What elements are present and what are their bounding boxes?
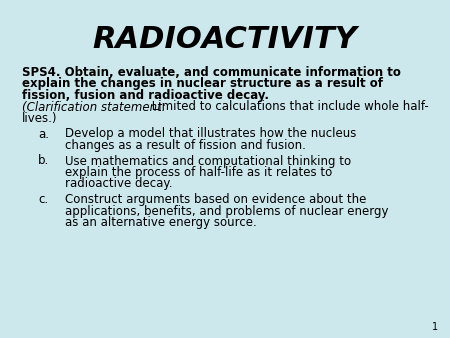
Text: RADIOACTIVITY: RADIOACTIVITY <box>93 25 357 54</box>
Text: explain the process of half-life as it relates to: explain the process of half-life as it r… <box>65 166 332 179</box>
Text: as an alternative energy source.: as an alternative energy source. <box>65 216 257 229</box>
Text: applications, benefits, and problems of nuclear energy: applications, benefits, and problems of … <box>65 204 388 217</box>
Text: fission, fusion and radioactive decay.: fission, fusion and radioactive decay. <box>22 89 269 102</box>
Text: (Clarification statement:: (Clarification statement: <box>22 100 166 114</box>
Text: changes as a result of fission and fusion.: changes as a result of fission and fusio… <box>65 139 306 152</box>
Text: Use mathematics and computational thinking to: Use mathematics and computational thinki… <box>65 154 351 168</box>
Text: b.: b. <box>38 154 49 168</box>
Text: lives.): lives.) <box>22 112 58 125</box>
Text: SPS4. Obtain, evaluate, and communicate information to: SPS4. Obtain, evaluate, and communicate … <box>22 66 401 79</box>
Text: Develop a model that illustrates how the nucleus: Develop a model that illustrates how the… <box>65 127 356 141</box>
Text: 1: 1 <box>432 322 438 332</box>
Text: a.: a. <box>38 127 49 141</box>
Text: radioactive decay.: radioactive decay. <box>65 177 172 191</box>
Text: explain the changes in nuclear structure as a result of: explain the changes in nuclear structure… <box>22 77 383 91</box>
Text: Construct arguments based on evidence about the: Construct arguments based on evidence ab… <box>65 193 366 206</box>
Text: c.: c. <box>38 193 48 206</box>
Text: Limited to calculations that include whole half-: Limited to calculations that include who… <box>148 100 429 114</box>
